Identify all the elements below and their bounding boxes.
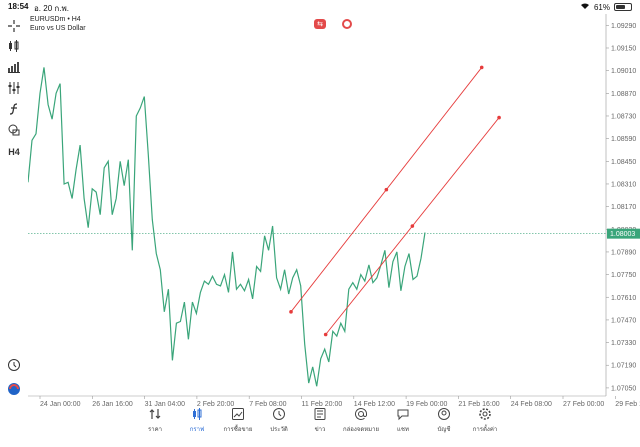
chat-icon xyxy=(397,409,409,421)
nav-label: แชท xyxy=(397,427,409,433)
market-status-icon[interactable] xyxy=(342,19,352,29)
price-chart[interactable]: 1.09290 1.09150 1.09010 1.08870 1.08730 1.085… xyxy=(28,14,640,424)
nav-label: ข่าว xyxy=(314,427,326,433)
battery-percent: 61% xyxy=(593,2,610,12)
y-tick-label: 1.07470 xyxy=(611,317,636,324)
current-price-label: 1.08003 xyxy=(610,231,635,238)
trendline-anchor xyxy=(497,115,501,120)
y-tick-label: 1.09010 xyxy=(611,68,636,75)
symbol-description: Euro vs US Dollar xyxy=(30,25,86,32)
nav-item-chat[interactable]: แชท xyxy=(378,407,428,434)
nav-item-history[interactable]: ประวัติ xyxy=(254,407,304,434)
y-tick-label: 1.08730 xyxy=(611,113,636,120)
nav-item-news[interactable]: ข่าว xyxy=(295,407,345,434)
nav-item-trade[interactable]: การซื้อขาย xyxy=(213,407,263,434)
y-tick-label: 1.08870 xyxy=(611,91,636,98)
one-click-trading-icon[interactable]: ⇆ xyxy=(314,19,326,29)
timeframe-button[interactable]: H4 xyxy=(8,147,20,157)
y-tick-label: 1.08310 xyxy=(611,181,636,188)
trendline-anchor xyxy=(479,65,484,70)
x-tick-label: 19 Feb 00:00 xyxy=(406,401,447,408)
y-tick-label: 1.07050 xyxy=(611,385,636,392)
y-tick-label: 1.07750 xyxy=(611,272,636,279)
y-tick-label: 1.08170 xyxy=(611,204,636,211)
nav-label: การตั้งค่า xyxy=(472,427,498,433)
nav-item-mailbox[interactable]: กล่องจดหมาย xyxy=(336,407,386,434)
chart-area[interactable]: 1.09290 1.09150 1.09010 1.08870 1.08730 1.085… xyxy=(28,14,640,424)
x-tick-label: 14 Feb 12:00 xyxy=(354,401,395,408)
nav-item-chart[interactable]: กราฟ xyxy=(172,407,222,434)
x-tick-label: 31 Jan 04:00 xyxy=(145,401,186,408)
status-bar: 18:54 อ. 20 ก.พ. 61% xyxy=(0,0,640,14)
x-tick-label: 2 Feb 20:00 xyxy=(197,401,234,408)
chart-icon xyxy=(193,408,202,420)
status-right: 61% xyxy=(580,2,632,12)
status-date: อ. 20 ก.พ. xyxy=(34,4,69,13)
current-price-tag xyxy=(607,228,640,239)
symbol-info: EURUSDm • H4 Euro vs US Dollar xyxy=(30,15,86,33)
nav-label: บัญชี xyxy=(437,427,451,433)
trendline-anchor xyxy=(410,224,415,228)
nav-label: ประวัติ xyxy=(270,427,288,433)
status-time: 18:54 xyxy=(8,2,29,11)
trendline-anchor xyxy=(384,187,389,192)
x-tick-label: 29 Feb 16 xyxy=(615,401,640,408)
trade-icon xyxy=(232,408,244,420)
nav-label: ราคา xyxy=(148,427,162,433)
x-tick-label: 24 Feb 08:00 xyxy=(511,401,552,408)
account-icon xyxy=(438,408,450,420)
nav-label: กล่องจดหมาย xyxy=(342,427,380,433)
mt-logo-icon[interactable] xyxy=(5,380,23,398)
battery-fill xyxy=(616,5,625,9)
bar-chart-icon[interactable] xyxy=(5,58,23,76)
clock-icon[interactable] xyxy=(5,356,23,374)
function-icon[interactable] xyxy=(5,100,23,118)
x-tick-label: 7 Feb 08:00 xyxy=(249,401,286,408)
mailbox-icon xyxy=(355,407,368,420)
header-badges: ⇆ xyxy=(314,19,352,29)
left-toolbar: H4 xyxy=(0,14,28,399)
nav-label: การซื้อขาย xyxy=(223,427,253,433)
symbol-title: EURUSDm • H4 xyxy=(30,16,81,23)
y-tick-label: 1.09290 xyxy=(611,23,636,30)
x-tick-label: 26 Jan 16:00 xyxy=(92,401,133,408)
nav-item-account[interactable]: บัญชี xyxy=(419,407,469,434)
x-tick-label: 27 Feb 00:00 xyxy=(563,401,604,408)
settings-icon xyxy=(479,408,491,420)
y-tick-label: 1.07190 xyxy=(611,363,636,370)
battery-icon xyxy=(614,3,632,11)
nav-label: กราฟ xyxy=(189,427,205,433)
x-tick-label: 11 Feb 20:00 xyxy=(302,401,343,408)
objects-icon[interactable] xyxy=(5,121,23,139)
wifi-icon xyxy=(580,2,590,12)
trendline-anchor xyxy=(323,332,328,337)
nav-item-settings[interactable]: การตั้งค่า xyxy=(460,407,510,434)
y-tick-label: 1.07330 xyxy=(611,340,636,347)
candlestick-icon[interactable] xyxy=(5,37,23,55)
x-tick-label: 21 Feb 16:00 xyxy=(458,401,499,408)
y-tick-label: 1.07610 xyxy=(611,295,636,302)
crosshair-icon[interactable] xyxy=(5,17,23,35)
y-tick-label: 1.09150 xyxy=(611,45,636,52)
nav-item-quotes[interactable]: ราคา xyxy=(130,407,180,434)
trendline-anchor xyxy=(289,310,293,314)
y-tick-label: 1.08450 xyxy=(611,159,636,166)
indicators-icon[interactable] xyxy=(5,79,23,97)
y-tick-label: 1.08590 xyxy=(611,136,636,143)
bottom-nav: ราคา กราฟ การซื้อขาย ประวัติ ข่าว กล่องจดหมาย… xyxy=(0,407,640,447)
news-icon xyxy=(314,408,326,420)
y-tick-label: 1.07890 xyxy=(611,249,636,256)
x-tick-label: 24 Jan 00:00 xyxy=(40,401,81,408)
history-icon xyxy=(273,408,285,420)
price-line xyxy=(28,67,426,387)
quotes-icon xyxy=(149,409,161,419)
